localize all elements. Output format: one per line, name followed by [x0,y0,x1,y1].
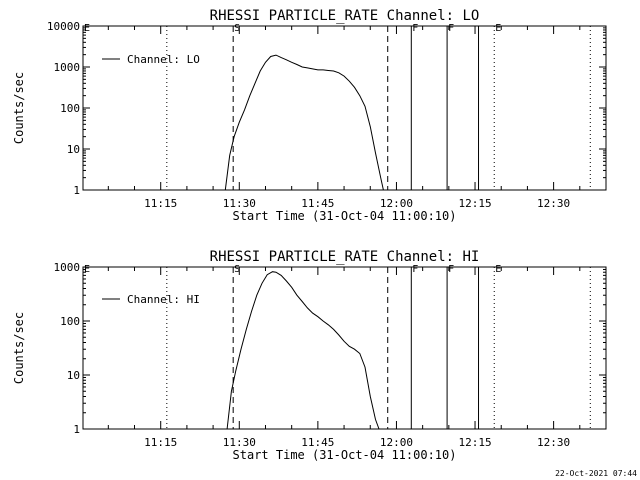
event-marker-label: E [495,23,501,34]
plot-frame [82,266,607,430]
event-marker-label: E [84,23,90,34]
plot-frame [82,25,607,191]
x-axis-label: Start Time (31-Oct-04 11:00:10) [233,209,457,223]
event-marker-label: E [84,264,90,275]
y-tick-label: 10 [67,143,80,156]
x-tick-label: 12:00 [380,436,413,449]
event-marker-label: F [448,23,454,34]
footer-timestamp: 22-Oct-2021 07:44 [555,469,637,478]
x-tick-label: 12:30 [537,436,570,449]
x-tick-label: 11:30 [223,197,256,210]
event-marker-label: S [234,23,240,34]
x-tick-label: 11:45 [301,197,334,210]
x-tick-label: 11:30 [223,436,256,449]
x-axis-label: Start Time (31-Oct-04 11:00:10) [233,448,457,462]
y-tick-label: 100 [60,102,80,115]
y-tick-label: 10 [67,369,80,382]
chart-title: RHESSI PARTICLE_RATE Channel: LO [210,8,480,24]
x-tick-label: 12:15 [458,197,491,210]
event-marker-label: F [448,264,454,275]
chart-title: RHESSI PARTICLE_RATE Channel: HI [210,249,480,265]
series-line [224,54,384,191]
event-marker-label: F [412,23,418,34]
y-tick-label: 1 [73,184,80,197]
x-tick-label: 12:30 [537,197,570,210]
x-tick-label: 11:45 [301,436,334,449]
y-tick-label: 1000 [54,61,81,74]
y-tick-label: 100 [60,315,80,328]
chart-panel-lo: RHESSI PARTICLE_RATE Channel: LO 1 10 100 10… [12,8,607,223]
y-tick-label: 10000 [47,20,80,33]
legend-label: Channel: LO [127,53,200,66]
y-tick-label: 1000 [54,261,81,274]
x-tick-label: 11:15 [144,197,177,210]
y-tick-label: 1 [73,423,80,436]
x-tick-label: 11:15 [144,436,177,449]
x-tick-label: 12:15 [458,436,491,449]
event-marker-label: S [234,264,240,275]
chart-panel-hi: RHESSI PARTICLE_RATE Channel: HI 1 10 100 10… [12,249,607,462]
series-line [226,271,380,430]
y-axis-label: Counts/sec [12,72,26,144]
event-marker-label: E [495,264,501,275]
event-marker-label: F [412,264,418,275]
y-axis-label: Counts/sec [12,312,26,384]
legend-label: Channel: HI [127,293,200,306]
x-tick-label: 12:00 [380,197,413,210]
